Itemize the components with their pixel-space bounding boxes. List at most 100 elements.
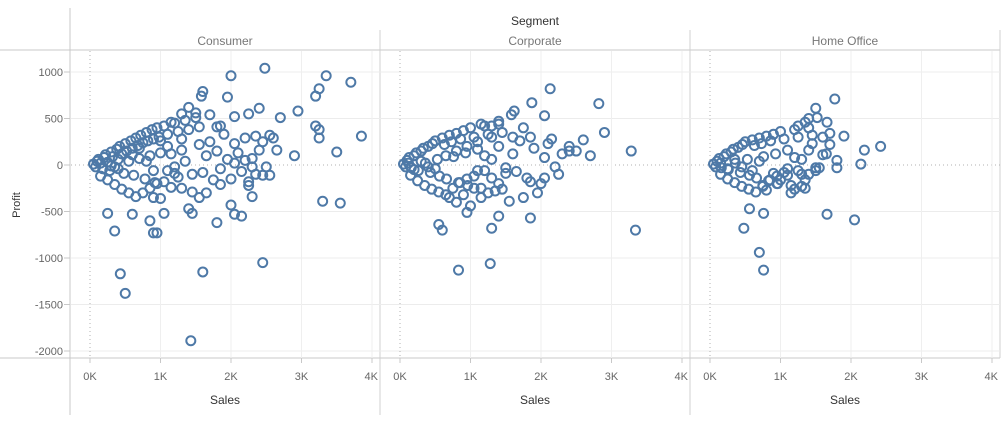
scatter-point xyxy=(232,147,244,159)
scatter-point xyxy=(778,133,790,145)
scatter-point xyxy=(204,109,216,121)
scatter-point xyxy=(746,165,758,177)
scatter-point xyxy=(758,207,770,219)
scatter-point xyxy=(355,130,367,142)
scatter-point xyxy=(250,130,262,142)
scatter-point xyxy=(448,151,460,163)
scatter-point xyxy=(479,150,491,162)
y-tick-label: -2000 xyxy=(35,346,63,358)
scatter-point xyxy=(507,148,519,160)
scatter-point xyxy=(274,112,286,124)
scatter-point xyxy=(486,222,498,234)
scatter-point xyxy=(239,132,251,144)
scatter-point xyxy=(236,210,248,222)
scatter-point xyxy=(821,208,833,220)
scatter-point xyxy=(563,145,575,157)
scatter-point xyxy=(229,138,241,150)
scatter-point xyxy=(855,158,867,170)
scatter-point xyxy=(722,163,734,175)
scatter-point xyxy=(246,161,258,173)
scatter-point xyxy=(402,157,414,169)
scatter-point xyxy=(771,178,783,190)
scatter-point xyxy=(727,143,739,155)
scatter-point xyxy=(461,140,473,152)
scatter-point xyxy=(524,131,536,143)
scatter-point xyxy=(119,287,131,299)
scatter-point xyxy=(183,101,195,113)
scatter-point xyxy=(450,145,462,157)
scatter-point xyxy=(468,182,480,194)
scatter-point xyxy=(484,258,496,270)
scatter-point xyxy=(165,181,177,193)
scatter-point xyxy=(486,120,498,132)
y-tick-label: 500 xyxy=(45,114,63,126)
scatter-point xyxy=(813,162,825,174)
scatter-point xyxy=(176,144,188,156)
scatter-point xyxy=(105,160,117,172)
scatter-point xyxy=(243,108,255,120)
scatter-point xyxy=(493,140,505,152)
scatter-point xyxy=(758,264,770,276)
scatter-point xyxy=(739,136,751,148)
chart-layer: 1000 500 0 -500 -1000 -1500 -2000 Consumer 0K 1K 2… xyxy=(0,8,1001,415)
scatter-point xyxy=(288,150,300,162)
scatter-point xyxy=(570,145,582,157)
scatter-point xyxy=(426,138,438,150)
scatter-point xyxy=(155,135,166,147)
scatter-point xyxy=(114,268,126,280)
chart-title: Segment xyxy=(511,14,560,28)
scatter-point xyxy=(105,146,117,158)
scatter-point xyxy=(158,176,170,188)
scatter-point xyxy=(472,143,484,155)
scatter-point xyxy=(829,93,841,105)
y-axis-label: Profit xyxy=(11,192,23,218)
scatter-point xyxy=(831,154,843,166)
scatter-point xyxy=(135,129,147,141)
scatter-point xyxy=(169,167,181,179)
scatter-point xyxy=(246,191,258,203)
scatter-point xyxy=(785,187,797,199)
scatter-point xyxy=(229,208,241,220)
scatter-point xyxy=(510,166,522,178)
scatter-point xyxy=(741,153,753,165)
x-tick-label: 0K xyxy=(703,371,717,383)
scatter-point xyxy=(147,165,159,177)
scatter-point xyxy=(792,120,804,132)
scatter-point xyxy=(320,70,332,82)
scatter-point xyxy=(179,155,191,167)
x-tick-label: 4K xyxy=(985,371,999,383)
scatter-point xyxy=(443,129,455,141)
scatter-point xyxy=(313,83,325,95)
scatter-point xyxy=(441,173,453,185)
scatter-point xyxy=(142,135,154,147)
y-tick-label: 0 xyxy=(57,160,63,172)
scatter-point xyxy=(475,118,487,130)
scatter-point xyxy=(465,122,476,134)
scatter-point xyxy=(147,192,159,204)
panel-header: Consumer xyxy=(197,34,252,48)
scatter-point xyxy=(503,195,515,207)
scatter-point xyxy=(193,192,205,204)
scatter-point xyxy=(447,182,459,194)
scatter-point xyxy=(257,257,269,269)
scatter-point xyxy=(140,155,152,167)
scatter-point xyxy=(193,121,205,133)
x-tick-label: 4K xyxy=(365,371,379,383)
scatter-point xyxy=(553,168,565,180)
scatter-point xyxy=(162,140,174,152)
panel-header: Corporate xyxy=(508,34,562,48)
scatter-point xyxy=(806,138,818,150)
x-axis-label: Sales xyxy=(520,393,550,407)
scatter-point xyxy=(257,169,269,181)
scatter-point xyxy=(715,162,727,174)
scatter-point xyxy=(253,102,265,114)
scatter-point xyxy=(453,264,465,276)
scatter-point xyxy=(457,189,469,201)
scatter-point xyxy=(546,133,558,145)
scatter-point xyxy=(155,147,166,159)
x-tick-label: 2K xyxy=(844,371,858,383)
x-tick-label: 1K xyxy=(774,371,788,383)
x-tick-label: 0K xyxy=(393,371,407,383)
scatter-point xyxy=(417,142,429,154)
